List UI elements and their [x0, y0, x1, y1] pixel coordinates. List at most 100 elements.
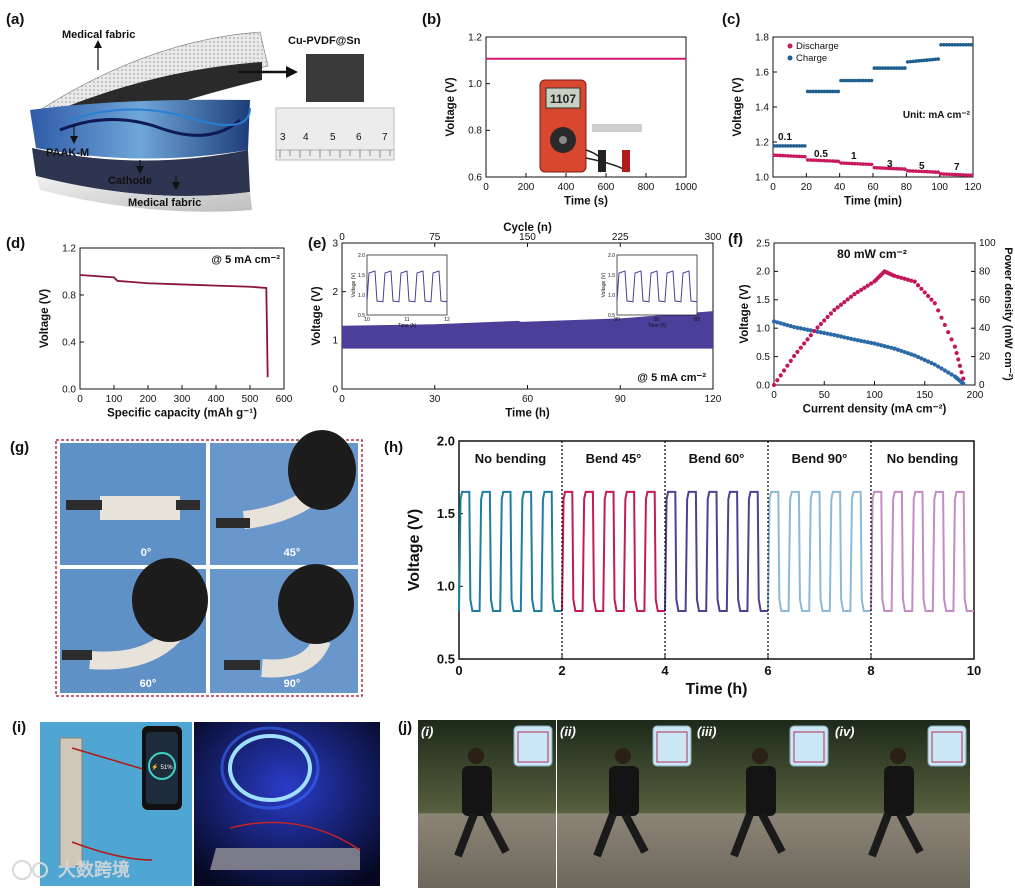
ruler-num: 6: [356, 132, 362, 143]
y-tick-label: 0.6: [468, 172, 482, 183]
watermark-text: 大数跨境: [58, 859, 130, 880]
top-tick-label: 0: [339, 232, 345, 243]
power-point: [795, 349, 800, 354]
y-tick-label: 1.6: [755, 67, 769, 78]
y-tick-label: 3: [332, 238, 338, 249]
panel-c-label: (c): [722, 11, 740, 28]
charge-point: [941, 42, 946, 47]
battery-illustration: [30, 31, 269, 212]
discharge-point: [866, 162, 871, 167]
power-point: [865, 283, 870, 288]
x-tick-label: 0: [455, 663, 462, 678]
legend-charge-marker: [787, 55, 793, 61]
discharge-point: [805, 158, 810, 162]
power-point: [902, 276, 907, 281]
runner-leg: [868, 812, 892, 858]
charge-point: [814, 89, 818, 94]
discharge-point: [944, 172, 949, 176]
panel-a: (a) Medical fabric Cu-PVDF@Sn 3 4 5 6 7: [6, 11, 395, 212]
discharge-point: [858, 162, 863, 166]
x-tick-label: 2: [558, 663, 565, 678]
discharge-point: [839, 161, 843, 165]
charge-point: [828, 89, 832, 94]
charge-point: [847, 78, 852, 83]
discharge-curve: [79, 274, 269, 378]
y2-tick-label: 80: [979, 266, 991, 277]
discharge-point: [916, 169, 921, 174]
power-point: [828, 311, 834, 316]
x-tick-label: 100: [931, 182, 948, 193]
panel-i: (i) ⚡ 51%: [12, 719, 380, 886]
walking-frames: (i) (ii) (iii) (iv): [418, 720, 970, 888]
power-point: [922, 290, 927, 295]
top-axis-label: Cycle (n): [503, 222, 552, 234]
bend-photo-0: 0°: [60, 443, 206, 565]
power-point: [771, 382, 777, 388]
voltage-point: [922, 357, 927, 363]
charge-point: [786, 144, 791, 148]
cycling-band: [342, 311, 713, 349]
annotation: @ 5 mA cm⁻²: [211, 254, 280, 266]
charge-point: [811, 89, 816, 94]
y-axis-label: Voltage (V): [311, 286, 323, 345]
discharge-point: [908, 169, 913, 173]
voltage-point: [889, 345, 894, 350]
voltage-point: [832, 332, 837, 338]
segment-curve: [664, 490, 768, 613]
voltage-point: [932, 362, 937, 367]
x-tick-label: 10: [967, 663, 981, 678]
panel-i-label: (i): [12, 719, 26, 736]
runner-body: [884, 766, 914, 816]
discharge-point: [814, 158, 818, 163]
y-tick-label: 0.4: [62, 337, 76, 348]
top-tick-label: 150: [519, 232, 536, 243]
power-point: [899, 275, 904, 280]
power-point: [892, 273, 897, 279]
ruler-num: 3: [280, 132, 286, 143]
discharge-point: [936, 170, 941, 175]
angle-label: 90°: [284, 678, 301, 690]
charge-point: [872, 66, 877, 70]
discharge-point: [783, 153, 788, 158]
ruler-num: 4: [303, 132, 309, 143]
power-point: [919, 286, 924, 291]
frame-label: (ii): [560, 724, 576, 739]
discharge-point: [914, 169, 918, 173]
bend-photo-90: 90°: [210, 564, 358, 693]
discharge-point: [869, 162, 874, 167]
map-inset: [927, 725, 967, 767]
discharge-point: [830, 159, 835, 163]
top-tick-label: 300: [705, 232, 722, 243]
charge-point: [969, 42, 974, 47]
power-point: [956, 357, 961, 362]
discharge-point: [880, 166, 885, 170]
power-point: [845, 297, 850, 302]
power-point: [932, 301, 937, 306]
segment-label: No bending: [475, 451, 547, 466]
legend-discharge-label: Discharge: [796, 41, 839, 52]
runner-leg: [896, 812, 924, 854]
discharge-point: [816, 158, 821, 163]
discharge-point: [966, 173, 971, 177]
charge-point: [889, 66, 893, 70]
x-tick-label: 300: [174, 394, 191, 405]
route-icon: [656, 731, 688, 763]
charge-point: [830, 89, 835, 94]
inset-x-tick: 12: [444, 317, 450, 323]
label-top-fabric: Medical fabric: [62, 29, 135, 41]
voltage-point: [825, 331, 830, 336]
segment-label: Bend 60°: [689, 451, 745, 466]
bend-photo-45: 45°: [210, 430, 358, 565]
panel-e-label: (e): [308, 235, 326, 252]
charge-point: [855, 78, 860, 83]
y-tick-label: 0.8: [468, 126, 482, 137]
voltage-point: [879, 343, 884, 348]
power-point: [855, 289, 860, 295]
discharge-point: [819, 158, 824, 163]
charge-point: [922, 58, 927, 63]
charge-point: [778, 144, 782, 148]
discharge-point: [780, 153, 785, 158]
charge-point: [853, 78, 857, 83]
discharge-point: [922, 169, 927, 174]
